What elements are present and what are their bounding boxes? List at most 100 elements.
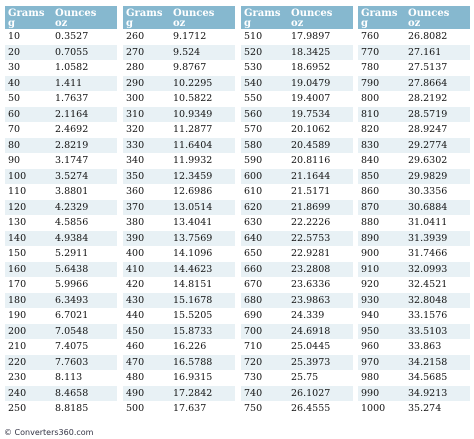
ounces-header-label: Ounces — [291, 8, 333, 19]
ounces-cell: 19.4007 — [291, 93, 331, 104]
ounces-cell: 1.0582 — [55, 62, 89, 73]
ounces-cell: 3.1747 — [55, 155, 89, 166]
table-row: 550 19.4007 — [241, 91, 353, 107]
grams-cell: 730 — [244, 372, 263, 383]
grams-header: Grams g — [358, 9, 402, 29]
ounces-cell: 21.5171 — [291, 186, 331, 197]
grams-cell: 850 — [361, 170, 380, 182]
grams-cell: 610 — [244, 186, 263, 197]
table-row: 790 27.8664 — [358, 75, 470, 91]
grams-cell: 470 — [126, 356, 145, 368]
table-row: 120 4.2329 — [5, 199, 117, 215]
table-row: 850 29.9829 — [358, 168, 470, 184]
ounces-cell: 29.6302 — [408, 155, 448, 166]
ounces-cell: 23.2808 — [291, 263, 331, 275]
grams-cell: 520 — [244, 46, 263, 58]
grams-cell: 440 — [126, 310, 145, 321]
table-rows: 510 17.9897 520 18.3425 530 18.6952 540 19.0479… — [241, 29, 353, 417]
table-row: 670 23.6336 — [241, 277, 353, 293]
ounces-cell: 26.4555 — [291, 403, 331, 414]
ounces-cell: 10.9349 — [173, 108, 213, 120]
table-row: 590 20.8116 — [241, 153, 353, 169]
table-row: 330 11.6404 — [123, 137, 235, 153]
ounces-cell: 28.2192 — [408, 93, 448, 104]
grams-cell: 600 — [244, 170, 263, 182]
ounces-cell: 17.2842 — [173, 387, 213, 399]
grams-cell: 1000 — [361, 403, 386, 414]
table-header: Grams g Ounces oz — [5, 6, 117, 29]
ounces-cell: 18.6952 — [291, 62, 331, 73]
grams-cell: 30 — [8, 62, 21, 73]
grams-cell: 170 — [8, 279, 27, 290]
ounces-cell: 34.5685 — [408, 372, 448, 383]
grams-cell: 40 — [8, 77, 21, 89]
grams-cell: 800 — [361, 93, 380, 104]
ounces-cell: 9.1712 — [173, 31, 207, 42]
watermark-credit: © Converters360.com — [2, 428, 96, 437]
grams-cell: 870 — [361, 201, 380, 213]
ounces-cell: 15.5205 — [173, 310, 213, 321]
ounces-header: Ounces oz — [285, 9, 353, 29]
grams-cell: 750 — [244, 403, 263, 414]
table-row: 260 9.1712 — [123, 29, 235, 45]
table-block-3: Grams g Ounces oz 510 17.9897 520 18.3425 53… — [241, 6, 353, 417]
table-row: 310 10.9349 — [123, 106, 235, 122]
table-row: 690 24.339 — [241, 308, 353, 324]
grams-cell: 890 — [361, 232, 380, 244]
ounces-cell: 17.637 — [173, 403, 207, 414]
ounces-cell: 26.1027 — [291, 387, 331, 399]
ounces-cell: 4.5856 — [55, 217, 89, 228]
ounces-cell: 14.1096 — [173, 248, 213, 259]
grams-cell: 710 — [244, 341, 263, 352]
table-row: 370 13.0514 — [123, 199, 235, 215]
grams-header: Grams g — [241, 9, 285, 29]
ounces-cell: 11.9932 — [173, 155, 213, 166]
ounces-cell: 27.5137 — [408, 62, 448, 73]
table-row: 640 22.5753 — [241, 230, 353, 246]
grams-cell: 910 — [361, 263, 380, 275]
table-row: 170 5.9966 — [5, 277, 117, 293]
grams-cell: 690 — [244, 310, 263, 321]
grams-cell: 430 — [126, 294, 145, 306]
grams-cell: 630 — [244, 217, 263, 228]
grams-cell: 820 — [361, 124, 380, 135]
grams-cell: 780 — [361, 62, 380, 73]
ounces-cell: 5.2911 — [55, 248, 89, 259]
table-row: 840 29.6302 — [358, 153, 470, 169]
table-row: 960 33.863 — [358, 339, 470, 355]
ounces-cell: 31.7466 — [408, 248, 448, 259]
table-row: 870 30.6884 — [358, 199, 470, 215]
table-row: 980 34.5685 — [358, 370, 470, 386]
ounces-cell: 3.8801 — [55, 186, 89, 197]
ounces-cell: 31.0411 — [408, 217, 448, 228]
ounces-cell: 8.113 — [55, 372, 83, 383]
table-row: 650 22.9281 — [241, 246, 353, 262]
grams-cell: 580 — [244, 139, 263, 151]
ounces-cell: 16.5788 — [173, 356, 213, 368]
grams-cell: 270 — [126, 46, 145, 58]
table-row: 950 33.5103 — [358, 323, 470, 339]
ounces-header-unit: oz — [291, 18, 304, 29]
ounces-cell: 30.6884 — [408, 201, 448, 213]
grams-cell: 790 — [361, 77, 380, 89]
ounces-cell: 35.274 — [408, 403, 442, 414]
grams-cell: 810 — [361, 108, 380, 120]
ounces-cell: 16.9315 — [173, 372, 213, 383]
ounces-header-label: Ounces — [173, 8, 215, 19]
ounces-header-unit: oz — [408, 18, 421, 29]
grams-cell: 530 — [244, 62, 263, 73]
grams-cell: 140 — [8, 232, 27, 244]
grams-cell: 700 — [244, 325, 263, 337]
table-row: 820 28.9247 — [358, 122, 470, 138]
table-row: 1000 35.274 — [358, 401, 470, 417]
grams-cell: 480 — [126, 372, 145, 383]
table-row: 480 16.9315 — [123, 370, 235, 386]
table-row: 860 30.3356 — [358, 184, 470, 200]
table-row: 440 15.5205 — [123, 308, 235, 324]
ounces-cell: 21.8699 — [291, 201, 331, 213]
grams-cell: 420 — [126, 279, 145, 290]
table-header: Grams g Ounces oz — [241, 6, 353, 29]
grams-header-unit: g — [244, 18, 251, 29]
grams-cell: 490 — [126, 387, 145, 399]
grams-cell: 540 — [244, 77, 263, 89]
